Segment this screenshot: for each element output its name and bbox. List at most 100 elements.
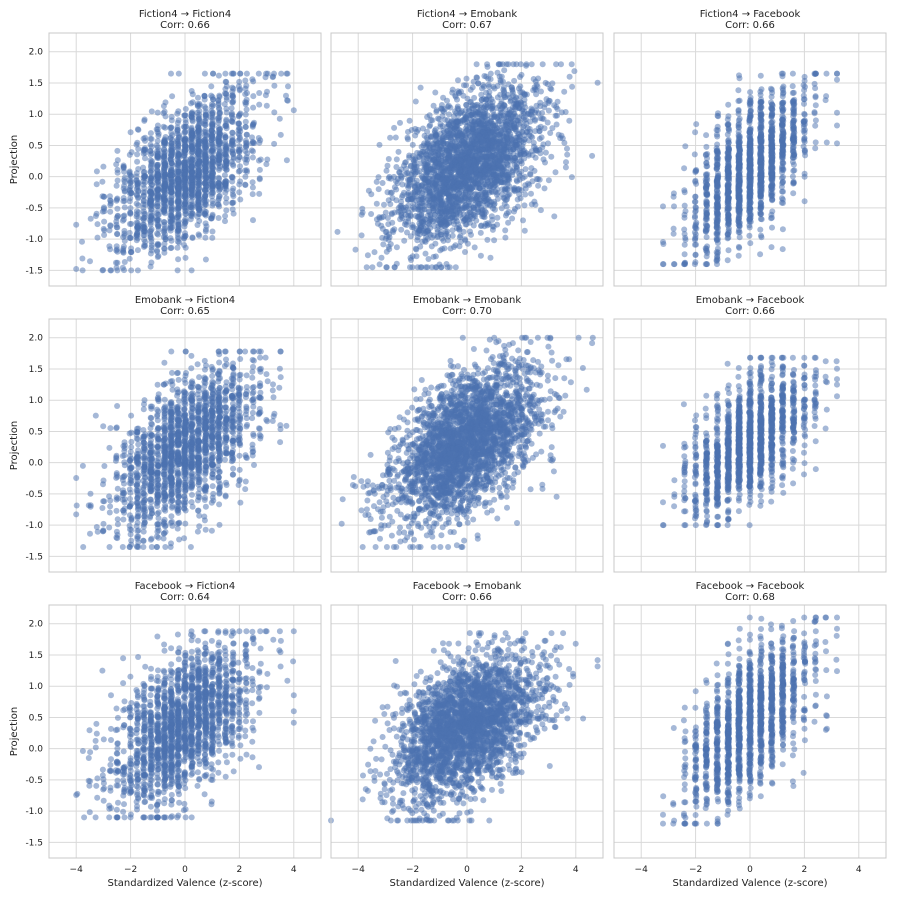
scatter-point [210,187,216,193]
scatter-point [440,108,446,114]
scatter-point [478,253,484,259]
scatter-point [491,199,497,205]
panel-corr-label: Corr: 0.67 [442,20,492,31]
scatter-point [441,238,447,244]
scatter-point [148,239,154,245]
scatter-point [155,207,161,213]
scatter-point [230,148,236,154]
scatter-point [140,232,146,238]
scatter-point [595,80,601,86]
scatter-point [94,181,100,187]
scatter-point [420,201,426,207]
scatter-point [114,231,120,237]
scatter-point [487,159,493,165]
scatter-point [383,210,389,216]
scatter-point [244,107,250,113]
scatter-point [243,112,249,118]
scatter-point [737,116,743,122]
scatter-point [455,104,461,110]
scatter-point [478,223,484,229]
scatter-point [414,237,420,243]
scatter-point [168,245,174,251]
scatter-point [492,86,498,92]
scatter-point [216,215,222,221]
scatter-point [423,224,429,230]
scatter-point [470,126,476,132]
scatter-point [769,244,775,250]
scatter-point [195,161,201,167]
scatter-point [757,251,763,257]
scatter-point [474,75,480,81]
scatter-point [381,202,387,208]
scatter-point [452,126,458,132]
scatter-point [505,136,511,142]
scatter-point [393,135,399,141]
scatter-point [183,106,189,112]
scatter-point [494,186,500,192]
scatter-point [421,158,427,164]
point-group [660,71,840,268]
scatter-point [533,147,539,153]
scatter-point [168,200,174,206]
scatter-point [161,140,167,146]
scatter-point [471,103,477,109]
scatter-point [128,183,134,189]
scatter-point [256,102,262,108]
scatter-point [409,127,415,133]
scatter-point [209,124,215,130]
scatter-point [195,95,201,101]
scatter-point [210,229,216,235]
scatter-point [264,103,270,109]
scatter-point [380,180,386,186]
scatter-point [714,134,720,140]
scatter-point [217,111,223,117]
scatter-point [472,191,478,197]
scatter-point [283,93,289,99]
scatter-point [454,118,460,124]
scatter-point [447,195,453,201]
scatter-point [428,117,434,123]
scatter-point [209,235,215,241]
scatter-point [271,83,277,89]
scatter-point [418,151,424,157]
scatter-point [468,112,474,118]
scatter-point [446,135,452,141]
scatter-point [175,245,181,251]
scatter-point [128,267,134,273]
scatter-point [237,154,243,160]
scatter-point [122,259,128,265]
scatter-point [209,140,215,146]
scatter-point [397,203,403,209]
scatter-point [154,180,160,186]
scatter-point [183,147,189,153]
scatter-point [504,61,510,67]
scatter-point [489,213,495,219]
scatter-point [418,264,424,270]
scatter-point [114,265,120,271]
scatter-point [462,249,468,255]
scatter-point [449,179,455,185]
scatter-point [168,235,174,241]
scatter-point [418,85,424,91]
scatter-point [488,71,494,77]
scatter-point [243,119,249,125]
scatter-point [140,165,146,171]
scatter-point [127,152,133,158]
scatter-point [503,119,509,125]
scatter-point [161,246,167,252]
scatter-point [223,200,229,206]
scatter-point [539,110,545,116]
scatter-point [128,221,134,227]
scatter-point [453,264,459,270]
scatter-point [528,191,534,197]
scatter-point [422,217,428,223]
scatter-point [476,146,482,152]
scatter-point [142,155,148,161]
scatter-point [489,96,495,102]
scatter-point [202,235,208,241]
scatter-point [495,94,501,100]
scatter-point [88,216,94,222]
scatter-point [474,61,480,67]
scatter-point [121,169,127,175]
